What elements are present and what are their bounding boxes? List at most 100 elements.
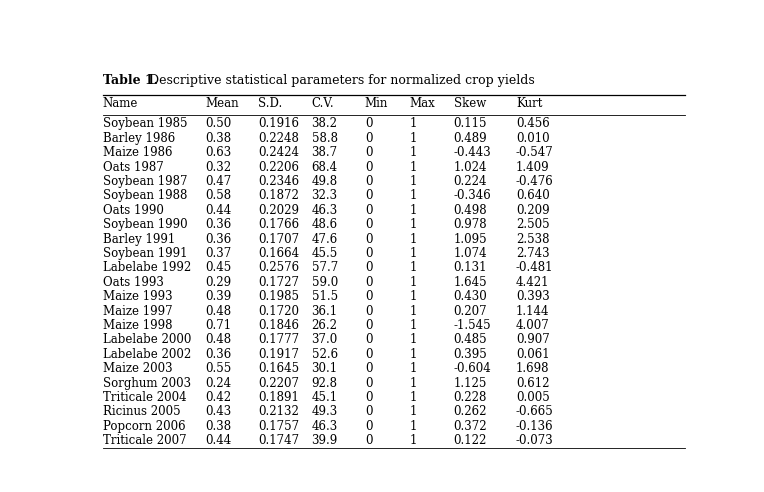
Text: 0.1872: 0.1872	[258, 189, 299, 202]
Text: 0.2132: 0.2132	[258, 405, 299, 418]
Text: 0: 0	[365, 434, 372, 447]
Text: -0.476: -0.476	[516, 175, 554, 188]
Text: 1.074: 1.074	[454, 247, 487, 260]
Text: S.D.: S.D.	[258, 97, 283, 110]
Text: 0.640: 0.640	[516, 189, 549, 202]
Text: 0.131: 0.131	[454, 261, 487, 275]
Text: 0.2206: 0.2206	[258, 160, 299, 174]
Text: Max: Max	[410, 97, 435, 110]
Text: 0.29: 0.29	[205, 276, 231, 289]
Text: 0.209: 0.209	[516, 204, 549, 217]
Text: 0.1747: 0.1747	[258, 434, 299, 447]
Text: 45.5: 45.5	[312, 247, 338, 260]
Text: 38.7: 38.7	[312, 146, 338, 159]
Text: 51.5: 51.5	[312, 290, 338, 303]
Text: 0.42: 0.42	[205, 391, 231, 404]
Text: -0.443: -0.443	[454, 146, 491, 159]
Text: 0.228: 0.228	[454, 391, 487, 404]
Text: 30.1: 30.1	[312, 362, 338, 375]
Text: 37.0: 37.0	[312, 333, 338, 346]
Text: 0.262: 0.262	[454, 405, 487, 418]
Text: 0.63: 0.63	[205, 146, 231, 159]
Text: 0.38: 0.38	[205, 420, 231, 432]
Text: Skew: Skew	[454, 97, 486, 110]
Text: 0.43: 0.43	[205, 405, 231, 418]
Text: 0: 0	[365, 405, 372, 418]
Text: 0: 0	[365, 247, 372, 260]
Text: Maize 1997: Maize 1997	[102, 305, 172, 317]
Text: 0: 0	[365, 146, 372, 159]
Text: 1: 1	[410, 333, 416, 346]
Text: 1: 1	[410, 233, 416, 246]
Text: 0.612: 0.612	[516, 376, 549, 390]
Text: Ricinus 2005: Ricinus 2005	[102, 405, 180, 418]
Text: 1: 1	[410, 319, 416, 332]
Text: 1: 1	[410, 290, 416, 303]
Text: 0.005: 0.005	[516, 391, 549, 404]
Text: Soybean 1985: Soybean 1985	[102, 118, 187, 130]
Text: 0.36: 0.36	[205, 233, 231, 246]
Text: 1: 1	[410, 391, 416, 404]
Text: 0: 0	[365, 160, 372, 174]
Text: -0.665: -0.665	[516, 405, 554, 418]
Text: 0: 0	[365, 333, 372, 346]
Text: 4.007: 4.007	[516, 319, 549, 332]
Text: 1: 1	[410, 348, 416, 361]
Text: 0.2207: 0.2207	[258, 376, 299, 390]
Text: 1.409: 1.409	[516, 160, 549, 174]
Text: 0: 0	[365, 290, 372, 303]
Text: 1: 1	[410, 247, 416, 260]
Text: 46.3: 46.3	[312, 204, 338, 217]
Text: 0.372: 0.372	[454, 420, 487, 432]
Text: 1: 1	[410, 189, 416, 202]
Text: 1: 1	[410, 218, 416, 231]
Text: 0.50: 0.50	[205, 118, 231, 130]
Text: Mean: Mean	[205, 97, 238, 110]
Text: Popcorn 2006: Popcorn 2006	[102, 420, 185, 432]
Text: 1: 1	[410, 405, 416, 418]
Text: -0.604: -0.604	[454, 362, 491, 375]
Text: 1: 1	[410, 146, 416, 159]
Text: 0.2029: 0.2029	[258, 204, 299, 217]
Text: 92.8: 92.8	[312, 376, 338, 390]
Text: Maize 1998: Maize 1998	[102, 319, 172, 332]
Text: 1.144: 1.144	[516, 305, 549, 317]
Text: -1.545: -1.545	[454, 319, 491, 332]
Text: 0.2576: 0.2576	[258, 261, 299, 275]
Text: 0: 0	[365, 233, 372, 246]
Text: 59.0: 59.0	[312, 276, 338, 289]
Text: 0: 0	[365, 391, 372, 404]
Text: 0.1664: 0.1664	[258, 247, 299, 260]
Text: 0: 0	[365, 305, 372, 317]
Text: 0: 0	[365, 132, 372, 145]
Text: 58.8: 58.8	[312, 132, 338, 145]
Text: 0.907: 0.907	[516, 333, 549, 346]
Text: 0.45: 0.45	[205, 261, 231, 275]
Text: 0.1766: 0.1766	[258, 218, 299, 231]
Text: 0.32: 0.32	[205, 160, 231, 174]
Text: 0.1917: 0.1917	[258, 348, 299, 361]
Text: 1.024: 1.024	[454, 160, 487, 174]
Text: 0.115: 0.115	[454, 118, 487, 130]
Text: 0.44: 0.44	[205, 434, 231, 447]
Text: 0.1727: 0.1727	[258, 276, 299, 289]
Text: 0.1846: 0.1846	[258, 319, 299, 332]
Text: 0.36: 0.36	[205, 348, 231, 361]
Text: 1.125: 1.125	[454, 376, 487, 390]
Text: 1: 1	[410, 434, 416, 447]
Text: 1.095: 1.095	[454, 233, 487, 246]
Text: Sorghum 2003: Sorghum 2003	[102, 376, 191, 390]
Text: 0.456: 0.456	[516, 118, 549, 130]
Text: 0: 0	[365, 362, 372, 375]
Text: Kurt: Kurt	[516, 97, 542, 110]
Text: 0.485: 0.485	[454, 333, 487, 346]
Text: Table 1.: Table 1.	[102, 74, 157, 87]
Text: 0.1891: 0.1891	[258, 391, 299, 404]
Text: Barley 1986: Barley 1986	[102, 132, 175, 145]
Text: Soybean 1987: Soybean 1987	[102, 175, 187, 188]
Text: 0.1916: 0.1916	[258, 118, 299, 130]
Text: Maize 1986: Maize 1986	[102, 146, 172, 159]
Text: 0.122: 0.122	[454, 434, 487, 447]
Text: 0.010: 0.010	[516, 132, 549, 145]
Text: 0.978: 0.978	[454, 218, 487, 231]
